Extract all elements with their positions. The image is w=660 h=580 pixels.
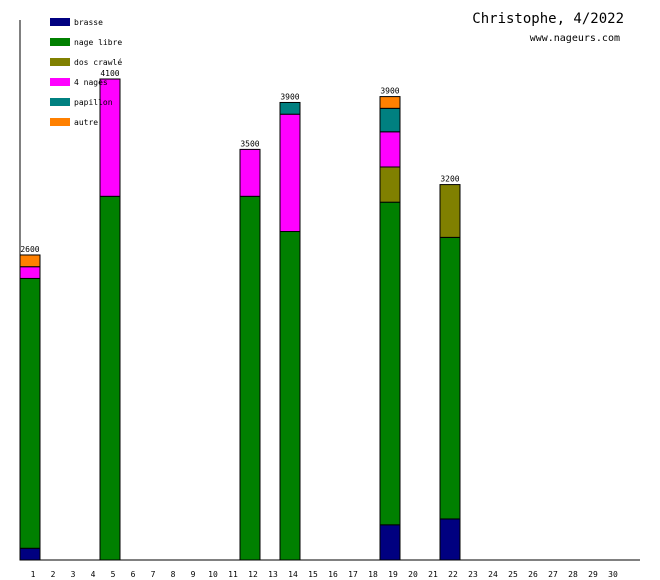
x-tick-26: 26 bbox=[528, 570, 538, 579]
bar-day-5-nage-libre bbox=[99, 195, 121, 561]
legend-swatch-autre bbox=[50, 118, 70, 126]
bar-day-1-autre bbox=[19, 254, 41, 268]
x-tick-12: 12 bbox=[248, 570, 258, 579]
bar-day-12-nage-libre bbox=[239, 195, 261, 561]
x-tick-labels: 1 2 3 4 5 6 7 8 9 10 11 12 13 14 15 16 17 18 19 20 21 22 23 24 2… bbox=[31, 570, 618, 579]
x-tick-4: 4 bbox=[91, 570, 96, 579]
x-tick-29: 29 bbox=[588, 570, 598, 579]
x-tick-28: 28 bbox=[568, 570, 578, 579]
total-label-day-5: 4100 bbox=[100, 69, 119, 78]
x-tick-2: 2 bbox=[51, 570, 56, 579]
x-tick-1: 1 bbox=[31, 570, 36, 579]
bar-day-19-nage-libre bbox=[379, 201, 401, 526]
bar-day-19-brasse bbox=[379, 524, 401, 561]
legend-label-dos-crawlé: dos crawlé bbox=[74, 57, 122, 67]
legend-label-nage-libre: nage libre bbox=[74, 38, 122, 47]
legend-swatch-papillon bbox=[50, 98, 70, 106]
legend: brasse nage libre dos crawlé 4 nages papillo… bbox=[50, 18, 122, 127]
x-tick-10: 10 bbox=[208, 570, 218, 579]
legend-label-papillon: papillon bbox=[74, 98, 113, 107]
x-tick-24: 24 bbox=[488, 570, 498, 579]
x-tick-21: 21 bbox=[428, 570, 438, 579]
legend-swatch-nage-libre bbox=[50, 38, 70, 46]
total-label-day-14: 3900 bbox=[280, 92, 299, 101]
site-url: www.nageurs.com bbox=[530, 33, 620, 44]
bar-day-19-4-nages bbox=[379, 131, 401, 168]
x-tick-22: 22 bbox=[448, 570, 458, 579]
bar-day-1-4-nages bbox=[19, 266, 41, 279]
x-tick-18: 18 bbox=[368, 570, 378, 579]
x-tick-20: 20 bbox=[408, 570, 418, 579]
x-tick-8: 8 bbox=[171, 570, 176, 579]
bar-day-19-autre bbox=[379, 96, 401, 109]
bar-day-22-nage-libre bbox=[439, 236, 461, 520]
legend-swatch-brasse bbox=[50, 18, 70, 26]
bar-day-12-4-nages bbox=[239, 148, 261, 197]
bar-day-14-nage-libre bbox=[279, 231, 301, 561]
x-tick-30: 30 bbox=[608, 570, 618, 579]
x-tick-9: 9 bbox=[191, 570, 196, 579]
bar-day-22-dos-crawlé bbox=[439, 184, 461, 238]
x-tick-7: 7 bbox=[151, 570, 156, 579]
bar-day-22-brasse bbox=[439, 518, 461, 561]
total-label-day-19: 3900 bbox=[380, 87, 399, 96]
total-labels-layer: 2600 4100 3500 3900 3900 3200 bbox=[20, 69, 459, 254]
legend-label-autre: autre bbox=[74, 118, 98, 127]
bar-day-5-4-nages bbox=[99, 78, 121, 197]
legend-label-brasse: brasse bbox=[74, 18, 103, 27]
total-label-day-22: 3200 bbox=[440, 175, 459, 184]
bar-day-1-brasse bbox=[19, 547, 41, 561]
bar-day-19-papillon bbox=[379, 107, 401, 133]
x-tick-16: 16 bbox=[328, 570, 338, 579]
bar-day-14-4-nages bbox=[279, 113, 301, 233]
total-label-day-12: 3500 bbox=[240, 139, 259, 148]
legend-swatch-4-nages bbox=[50, 78, 70, 86]
x-tick-5: 5 bbox=[111, 570, 116, 579]
x-tick-27: 27 bbox=[548, 570, 558, 579]
x-tick-11: 11 bbox=[228, 570, 238, 579]
x-tick-17: 17 bbox=[348, 570, 358, 579]
x-tick-6: 6 bbox=[131, 570, 136, 579]
x-tick-3: 3 bbox=[71, 570, 76, 579]
axes bbox=[19, 20, 640, 561]
bar-day-1-nage-libre bbox=[19, 277, 41, 549]
chart-title: Christophe, 4/2022 bbox=[472, 11, 624, 27]
bar-day-19-dos-crawlé bbox=[379, 166, 401, 203]
x-tick-13: 13 bbox=[268, 570, 278, 579]
legend-swatch-dos-crawlé bbox=[50, 58, 70, 66]
x-tick-14: 14 bbox=[288, 570, 298, 579]
x-tick-23: 23 bbox=[468, 570, 478, 579]
bar-day-14-papillon bbox=[279, 101, 301, 115]
x-tick-15: 15 bbox=[308, 570, 318, 579]
x-tick-25: 25 bbox=[508, 570, 518, 579]
bars-layer bbox=[19, 78, 461, 561]
total-label-day-1: 2600 bbox=[20, 245, 39, 254]
x-tick-19: 19 bbox=[388, 570, 398, 579]
legend-label-4-nages: 4 nages bbox=[74, 78, 108, 87]
